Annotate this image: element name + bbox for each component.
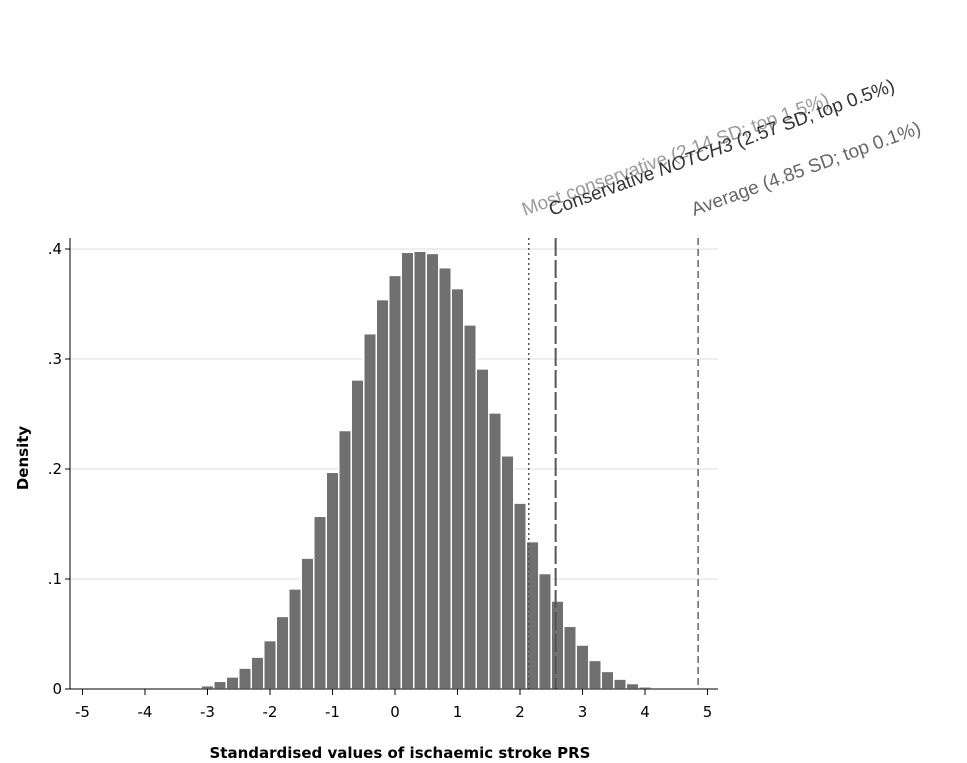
x-tick-label: -3 [200, 703, 215, 721]
histogram-bar [563, 625, 577, 690]
histogram-bar [625, 682, 640, 690]
histogram-bar [363, 332, 377, 690]
x-tick-label: -2 [263, 703, 278, 721]
histogram-bar [550, 600, 565, 690]
histogram-bars [163, 250, 690, 690]
x-tick-label: -4 [138, 703, 153, 721]
x-tick-label: 4 [640, 703, 650, 721]
histogram-bar [538, 572, 552, 690]
histogram-bar [588, 659, 602, 690]
axes: 0 .1 .2 .3 .4 -5 -4 -3 -2 -1 0 1 2 3 4 5 [48, 238, 718, 721]
histogram-bar [288, 588, 302, 690]
histogram-bar [600, 670, 615, 690]
x-tick-label: 0 [390, 703, 400, 721]
y-tick-label: .1 [48, 570, 62, 588]
histogram-bar [475, 368, 490, 690]
histogram-bar [225, 676, 240, 690]
histogram-bar [400, 251, 415, 690]
y-tick-label: .3 [48, 350, 62, 368]
y-tick-label: .4 [48, 240, 62, 258]
histogram-bar [213, 680, 227, 690]
histogram-bar [425, 252, 440, 690]
x-tick-label: -1 [325, 703, 340, 721]
histogram-bar [613, 678, 627, 690]
histogram-bar [275, 615, 290, 690]
x-axis-title: Standardised values of ischaemic stroke … [209, 744, 590, 762]
histogram-bar [438, 266, 452, 690]
y-axis-title: Density [14, 426, 32, 491]
x-tick-label: 5 [703, 703, 713, 721]
histogram-bar [350, 379, 365, 690]
histogram-bar [375, 298, 390, 690]
histogram-bar [575, 644, 590, 690]
histogram-bar [450, 287, 465, 690]
histogram-bar [388, 274, 402, 690]
reference-lines: Most conservative (2.14 SD; top 1.5%)Con… [519, 76, 924, 689]
x-tick-label: 3 [578, 703, 588, 721]
histogram-bar [463, 324, 477, 690]
histogram-bar [413, 250, 427, 690]
histogram-bar [238, 667, 252, 690]
histogram-bar [313, 515, 327, 690]
x-tick-label: 1 [453, 703, 463, 721]
histogram-bar [300, 557, 315, 690]
histogram-bar [338, 429, 352, 690]
histogram-bar [325, 471, 340, 690]
y-tick-label: 0 [52, 680, 62, 698]
x-tick-label: 2 [515, 703, 525, 721]
histogram-bar [488, 412, 502, 690]
y-tick-label: .2 [48, 460, 62, 478]
x-tick-label: -5 [75, 703, 90, 721]
histogram-bar [263, 639, 277, 690]
histogram-bar [500, 455, 515, 690]
histogram-bar [513, 502, 527, 690]
histogram-bar [250, 656, 265, 690]
